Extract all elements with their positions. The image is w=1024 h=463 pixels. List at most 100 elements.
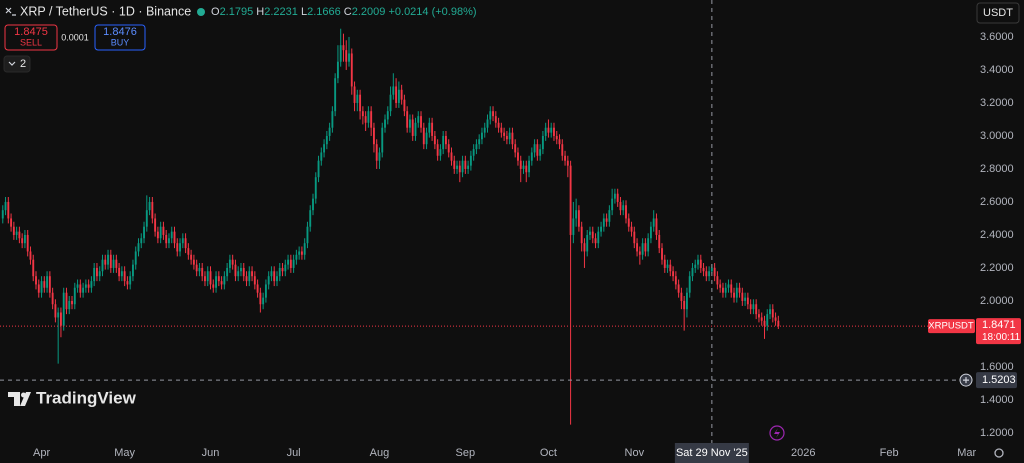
candle-body (76, 284, 79, 288)
candle-body (738, 287, 741, 293)
candle-body (666, 264, 669, 268)
candle-body (392, 86, 395, 95)
candle-body (206, 271, 209, 282)
candle-body (15, 231, 18, 235)
candle-body (575, 210, 578, 219)
candle-body (23, 234, 26, 244)
currency-select[interactable] (976, 2, 1020, 24)
candle-body (472, 149, 475, 156)
x-tick-label: Apr (33, 447, 50, 459)
buy-button[interactable] (94, 24, 146, 51)
candle-body (325, 135, 328, 145)
candle-body (129, 276, 132, 285)
candle-body (683, 300, 686, 310)
candle-body (558, 139, 561, 145)
countdown: 18:00:11 (982, 332, 1021, 343)
plus-icon (963, 377, 969, 384)
candle-body (456, 165, 458, 169)
market-status-dot (197, 8, 205, 16)
candle-body (295, 254, 298, 260)
chevron-icon (8, 61, 16, 66)
candle-body (339, 45, 342, 62)
y-tick-label: 3.4000 (980, 64, 1014, 76)
candle-body (306, 226, 309, 244)
crosshair-date: Sat 29 Nov '25 (676, 447, 748, 459)
candle-body (519, 160, 522, 169)
candle-body (54, 304, 57, 318)
symbol-icon[interactable] (5, 7, 16, 16)
candle-body (145, 210, 148, 227)
candle-body (757, 314, 760, 318)
candle-body (489, 111, 492, 120)
candle-body (107, 254, 109, 265)
candle-body (226, 267, 229, 277)
candle-body (464, 160, 467, 169)
candle-body (555, 135, 558, 140)
x-tick-label: Mar (957, 447, 976, 459)
candle-body (611, 198, 614, 211)
candle-body (428, 122, 431, 133)
candle-body (259, 292, 262, 305)
buy-label: BUY (111, 37, 130, 47)
candle-body (101, 259, 104, 272)
y-tick-label: 3.2000 (980, 97, 1014, 109)
close-value: 2.2009 (352, 6, 386, 18)
price-tag: 1.8471 (982, 319, 1016, 331)
currency-label: USDT (983, 7, 1013, 19)
y-tick-label: 1.4000 (980, 394, 1014, 406)
candle-body (109, 254, 112, 268)
candle-body (408, 119, 411, 128)
candle-body (212, 284, 215, 288)
x-tick-label: 2026 (791, 447, 815, 459)
candle-body (395, 86, 398, 103)
candle-body (672, 271, 675, 277)
candle-body (173, 231, 176, 244)
candle-body (503, 132, 506, 136)
candle-body (589, 231, 591, 235)
candle-body (461, 160, 464, 173)
x-tick-label: Nov (625, 447, 645, 459)
candle-body (345, 50, 348, 62)
candle-body (336, 61, 339, 79)
candle-body (522, 165, 525, 169)
candle-body (87, 284, 90, 288)
candle-body (372, 127, 375, 145)
x-tick-label: Jul (287, 447, 301, 459)
settings-icon[interactable] (994, 448, 1004, 458)
indicators-toggle[interactable] (3, 55, 31, 73)
candle-body (29, 251, 32, 260)
overlay: XRP / TetherUS · 1D · Binance O2.1795 H2… (3, 2, 1020, 458)
y-tick-label: 3.0000 (980, 130, 1014, 142)
candle-body (251, 271, 254, 277)
crosshair-date-bg (674, 443, 749, 463)
change-value: +0.0214 (+0.98%) (388, 6, 476, 18)
candle-body (733, 292, 735, 298)
candle-body (151, 201, 154, 219)
candle-body (705, 271, 708, 277)
candle-body (303, 243, 306, 255)
candle-body (156, 231, 159, 239)
events-icon[interactable] (769, 425, 785, 441)
candle-body (176, 243, 179, 252)
candle-body (231, 259, 234, 265)
candle-body (647, 238, 650, 252)
symbol-title[interactable]: XRP / TetherUS · 1D · Binance (20, 4, 191, 18)
candle-body (198, 267, 201, 272)
candle-body (137, 243, 140, 252)
candle-body (256, 284, 259, 293)
candle-body (237, 271, 240, 277)
candle-body (608, 210, 611, 222)
x-tick-label: May (114, 447, 135, 459)
candle-body (262, 297, 265, 305)
candle-body (414, 122, 417, 136)
candle-body (566, 160, 569, 166)
candle-body (597, 231, 600, 244)
sell-button[interactable] (4, 24, 58, 51)
candle-body (209, 271, 212, 285)
candle-body (627, 218, 630, 227)
candle-body (195, 264, 198, 272)
y-tick-label: 1.6000 (980, 361, 1014, 373)
candle-body (192, 259, 195, 265)
candle-body (159, 226, 162, 239)
